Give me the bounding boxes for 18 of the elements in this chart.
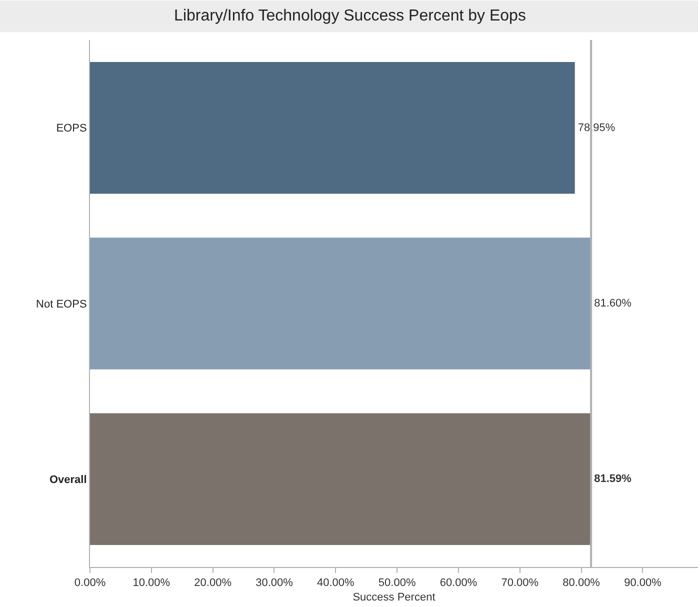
data-label: 81.60% (594, 298, 632, 310)
chart-title: Library/Info Technology Success Percent by Eops (174, 7, 526, 24)
x-tick-label: 40.00% (317, 577, 355, 590)
y-tick-label: Overall (49, 474, 87, 486)
x-tick-label: 10.00% (132, 577, 170, 590)
x-tick-label: 90.00% (624, 577, 662, 590)
x-tick-label: 80.00% (562, 577, 600, 590)
x-tick-label: 60.00% (440, 577, 478, 590)
x-tick-label: 20.00% (194, 577, 232, 590)
x-tick-label: 50.00% (378, 577, 416, 590)
y-tick-label: EOPS (56, 122, 87, 135)
data-label: 78.95% (578, 122, 616, 134)
x-tick-label: 30.00% (256, 577, 294, 590)
data-label: 81.59% (594, 473, 632, 486)
y-tick-label: Not EOPS (36, 298, 87, 310)
x-tick-label: 0.00% (74, 577, 106, 590)
x-tick-label: 70.00% (501, 577, 539, 590)
x-axis-title: Success Percent (352, 591, 436, 604)
